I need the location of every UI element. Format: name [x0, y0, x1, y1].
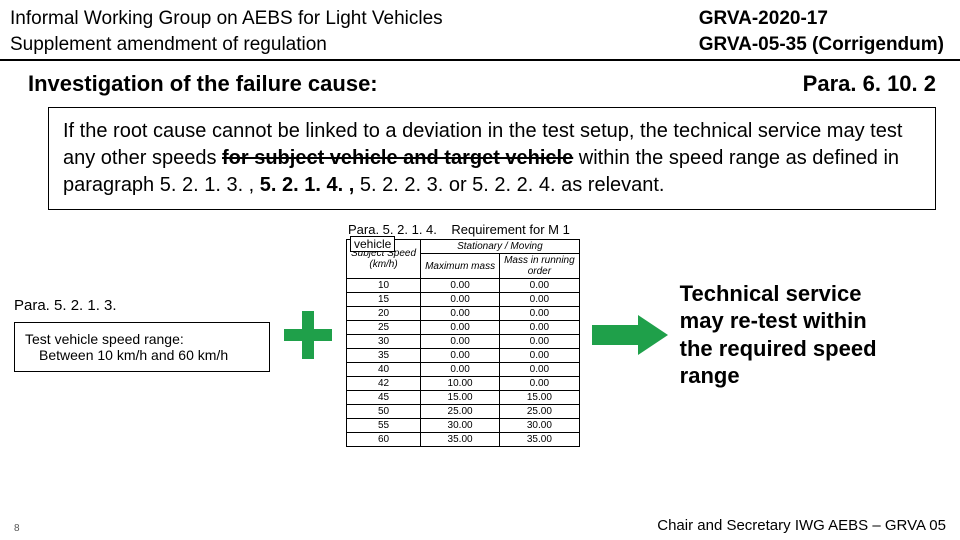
table-cell: 30.00	[500, 419, 580, 433]
col-group-header: Stationary / Moving	[421, 240, 580, 254]
header-left: Informal Working Group on AEBS for Light…	[10, 6, 443, 57]
table-cell: 25.00	[421, 405, 500, 419]
header: Informal Working Group on AEBS for Light…	[0, 0, 960, 61]
table-row: 100.000.00	[347, 279, 580, 293]
table-wrap: Para. 5. 2. 1. 4. Requirement for M 1 Su…	[346, 222, 580, 447]
table-cell: 60	[347, 433, 421, 447]
header-left-line1: Informal Working Group on AEBS for Light…	[10, 6, 443, 32]
table-cell: 0.00	[421, 349, 500, 363]
table-row: 6035.0035.00	[347, 433, 580, 447]
table-cell: 30	[347, 335, 421, 349]
table-cell: 35	[347, 349, 421, 363]
table-cell: 15.00	[500, 391, 580, 405]
left-column: Para. 5. 2. 1. 3. Test vehicle speed ran…	[10, 297, 270, 372]
mid-row: Para. 5. 2. 1. 3. Test vehicle speed ran…	[0, 218, 960, 447]
table-cell: 0.00	[500, 307, 580, 321]
table-cell: 0.00	[421, 363, 500, 377]
plus-icon	[280, 307, 336, 363]
table-cell: 42	[347, 377, 421, 391]
table-cell: 0.00	[500, 321, 580, 335]
table-cell: 0.00	[421, 279, 500, 293]
footer: Chair and Secretary IWG AEBS – GRVA 05	[657, 517, 946, 534]
table-cell: 0.00	[500, 279, 580, 293]
table-cell: 55	[347, 419, 421, 433]
right-text: Technical service may re-test within the…	[680, 280, 890, 390]
table-cell: 45	[347, 391, 421, 405]
table-cell: 0.00	[500, 293, 580, 307]
table-cell: 0.00	[500, 335, 580, 349]
table-cell: 20	[347, 307, 421, 321]
table-cell: 35.00	[421, 433, 500, 447]
header-right-line2: GRVA-05-35 (Corrigendum)	[699, 32, 944, 58]
table-row: 400.000.00	[347, 363, 580, 377]
table-cell: 0.00	[500, 363, 580, 377]
body-strike: for subject vehicle and target vehicle	[222, 147, 573, 169]
table-row: 5530.0030.00	[347, 419, 580, 433]
overlay-label: vehicle	[350, 236, 395, 252]
page-number: 8	[14, 523, 20, 534]
table-cell: 40	[347, 363, 421, 377]
table-row: 150.000.00	[347, 293, 580, 307]
table-cell: 10.00	[421, 377, 500, 391]
arrow-right-icon	[590, 311, 670, 359]
table-cell: 25	[347, 321, 421, 335]
table-cell: 0.00	[421, 307, 500, 321]
table-cell: 0.00	[500, 377, 580, 391]
left-box: Test vehicle speed range: Between 10 km/…	[14, 322, 270, 372]
body-text-box: If the root cause cannot be linked to a …	[48, 107, 936, 210]
table-cell: 50	[347, 405, 421, 419]
col2-header: Mass in running order	[500, 254, 580, 279]
table-cell: 0.00	[421, 335, 500, 349]
table-cell: 15	[347, 293, 421, 307]
table-row: 4515.0015.00	[347, 391, 580, 405]
header-right-line1: GRVA-2020-17	[699, 6, 944, 32]
table-cell: 10	[347, 279, 421, 293]
table-caption-b: Requirement for M 1	[451, 222, 570, 237]
body-bold: 5. 2. 1. 4. ,	[260, 174, 355, 196]
requirement-table: Subject Speed (km/h) Stationary / Moving…	[346, 239, 580, 447]
table-row: 250.000.00	[347, 321, 580, 335]
table-body: 100.000.00150.000.00200.000.00250.000.00…	[347, 279, 580, 447]
table-cell: 30.00	[421, 419, 500, 433]
header-right: GRVA-2020-17 GRVA-05-35 (Corrigendum)	[699, 6, 950, 57]
table-cell: 0.00	[421, 321, 500, 335]
left-box-line1: Test vehicle speed range:	[25, 331, 259, 347]
left-ref: Para. 5. 2. 1. 3.	[14, 297, 270, 314]
table-row: 300.000.00	[347, 335, 580, 349]
table-cell: 35.00	[500, 433, 580, 447]
table-caption-a: Para. 5. 2. 1. 4.	[348, 222, 437, 237]
table-row: 350.000.00	[347, 349, 580, 363]
table-row: 4210.000.00	[347, 377, 580, 391]
table-cell: 0.00	[500, 349, 580, 363]
body-t3: 5. 2. 2. 3. or 5. 2. 2. 4. as relevant.	[354, 174, 664, 196]
table-cell: 0.00	[421, 293, 500, 307]
table-caption: Para. 5. 2. 1. 4. Requirement for M 1	[346, 222, 580, 237]
table-cell: 25.00	[500, 405, 580, 419]
table-row: 5025.0025.00	[347, 405, 580, 419]
table-cell: 15.00	[421, 391, 500, 405]
header-left-line2: Supplement amendment of regulation	[10, 32, 443, 58]
left-box-line2: Between 10 km/h and 60 km/h	[25, 347, 259, 363]
table-row: 200.000.00	[347, 307, 580, 321]
section-title: Investigation of the failure cause:	[28, 71, 378, 97]
col1-header: Maximum mass	[421, 254, 500, 279]
section-title-row: Investigation of the failure cause: Para…	[0, 61, 960, 103]
section-ref: Para. 6. 10. 2	[803, 71, 936, 97]
